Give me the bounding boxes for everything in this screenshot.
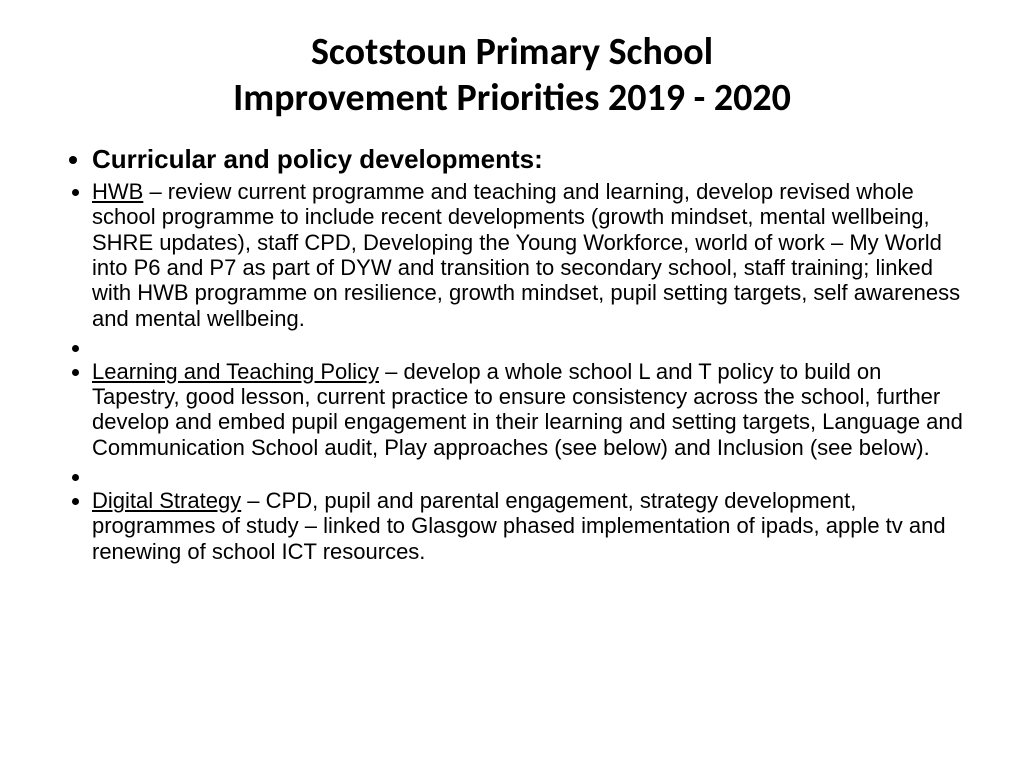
empty-bullet-2 <box>92 464 964 484</box>
list-item-hwb: HWB – review current programme and teach… <box>92 179 964 331</box>
content-list: Curricular and policy developments: HWB … <box>60 145 964 564</box>
slide-title: Scotstoun Primary School Improvement Pri… <box>60 30 964 121</box>
list-item-digital: Digital Strategy – CPD, pupil and parent… <box>92 488 964 564</box>
title-line-1: Scotstoun Primary School <box>60 30 964 76</box>
hwb-text: – review current programme and teaching … <box>92 179 960 330</box>
digital-label: Digital Strategy <box>92 488 241 513</box>
hwb-label: HWB <box>92 179 143 204</box>
section-header: Curricular and policy developments: <box>92 145 964 175</box>
empty-bullet-1 <box>92 335 964 355</box>
list-item-learning: Learning and Teaching Policy – develop a… <box>92 359 964 460</box>
learning-label: Learning and Teaching Policy <box>92 359 379 384</box>
title-line-2: Improvement Priorities 2019 - 2020 <box>60 76 964 122</box>
